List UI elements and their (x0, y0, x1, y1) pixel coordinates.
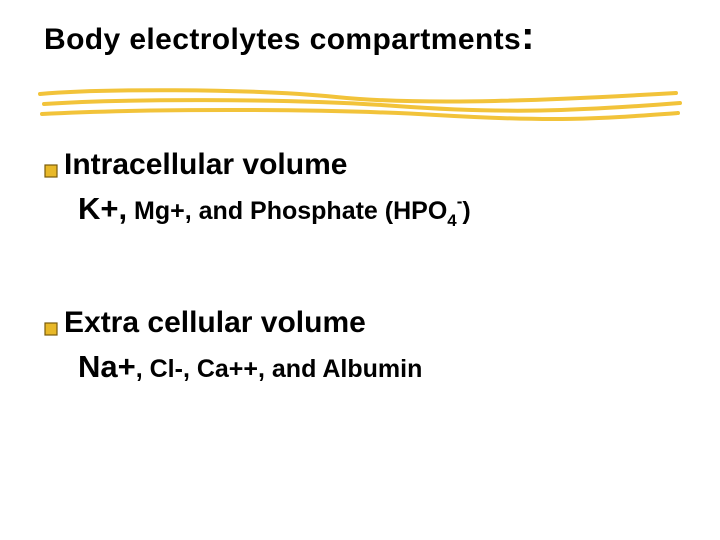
section-heading: Intracellular volume (64, 148, 347, 182)
bullet-square-icon (44, 164, 58, 178)
section-extracellular: Extra cellular volume Na+, Cl-, Ca++, an… (44, 306, 422, 387)
rest-suffix: ) (462, 197, 470, 225)
underline-stroke-3 (42, 110, 678, 119)
bullet-square-icon (44, 322, 58, 336)
section-body: Na+, Cl-, Ca++, and Albumin (44, 348, 422, 387)
lead-ion: Na+ (78, 349, 136, 384)
slide: Body electrolytes compartments: Intracel… (0, 0, 720, 540)
section-body: K+, Mg+, and Phosphate (HPO4-) (44, 190, 471, 230)
lead-ion: K+, (78, 191, 127, 226)
section-heading: Extra cellular volume (64, 306, 366, 340)
title-text: Body electrolytes compartments (44, 23, 521, 56)
bullet-row: Extra cellular volume (44, 306, 422, 340)
title-colon: : (521, 14, 535, 58)
bullet-row: Intracellular volume (44, 148, 471, 182)
phosphate-sub: 4 (447, 211, 456, 230)
rest-prefix: Mg+, and Phosphate (HPO (127, 197, 447, 225)
title-underline-icon (36, 86, 686, 122)
slide-title: Body electrolytes compartments: (44, 14, 535, 59)
section-intracellular: Intracellular volume K+, Mg+, and Phosph… (44, 148, 471, 230)
mid-ions: , Cl-, (136, 355, 197, 383)
phosphate-sup: - (457, 192, 463, 211)
rest-ions: Ca++, and Albumin (197, 355, 423, 383)
